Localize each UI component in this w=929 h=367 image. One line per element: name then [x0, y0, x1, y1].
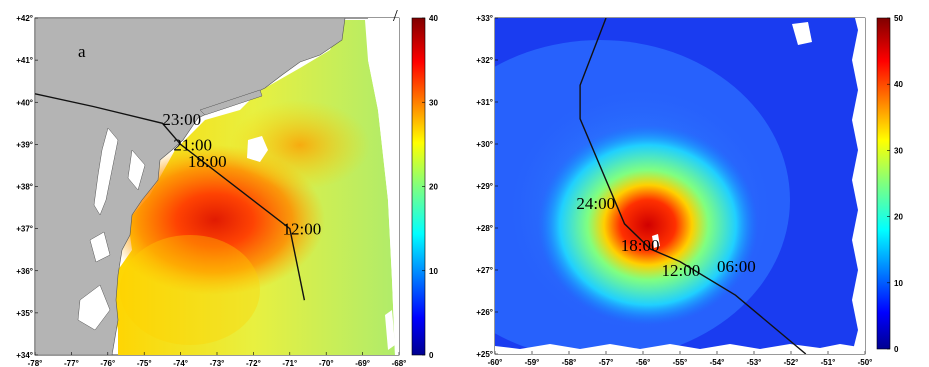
lat-tick-label: +40°	[16, 98, 33, 107]
lat-tick-label: +28°	[476, 224, 493, 233]
lon-tick-label: -71°	[282, 359, 297, 367]
colorbar-tick-label: 50	[894, 14, 903, 23]
lat-tick-label: +32°	[476, 56, 493, 65]
lon-tick-label: -74°	[173, 359, 188, 367]
lon-tick-label: -78°	[28, 359, 43, 367]
lat-tick-label: +36°	[16, 267, 33, 276]
colorbar-tick-label: 20	[894, 213, 903, 222]
panel-b-time-label: 18:00	[621, 236, 660, 255]
lon-tick-label: -68°	[392, 359, 407, 367]
lat-tick-label: +27°	[476, 266, 493, 275]
panel-b-time-label: 24:00	[576, 194, 615, 213]
panel-b-colorbar	[876, 17, 891, 350]
lat-tick-label: +35°	[16, 309, 33, 318]
lat-tick-label: +26°	[476, 308, 493, 317]
panel-a-storm-track	[35, 93, 306, 301]
lat-tick-label: +25°	[476, 350, 493, 359]
panel-b-eye	[652, 234, 660, 248]
lon-tick-label: -58°	[562, 358, 577, 367]
lat-tick-label: +41°	[16, 56, 33, 65]
lon-tick-label: -57°	[599, 358, 614, 367]
lon-tick-label: -70°	[319, 359, 334, 367]
panel-a-time-label: 18:00	[188, 152, 227, 171]
lon-tick-label: -75°	[137, 359, 152, 367]
panel-a-time-label: 23:00	[162, 110, 201, 129]
panel-a-bay	[93, 127, 119, 216]
colorbar-tick-label: 40	[429, 14, 438, 23]
lon-tick-label: -73°	[210, 359, 225, 367]
lat-tick-label: +42°	[16, 14, 33, 23]
lon-tick-label: -56°	[636, 358, 651, 367]
panel-a-time-label: 21:00	[173, 135, 212, 154]
lon-tick-label: -69°	[355, 359, 370, 367]
panel-b-data-gap	[792, 22, 812, 45]
colorbar-tick-label: 40	[894, 80, 903, 89]
colorbar-tick-label: 30	[429, 98, 438, 107]
lon-tick-label: -50°	[858, 358, 873, 367]
lon-tick-label: -51°	[821, 358, 836, 367]
panel-a-label: a	[78, 42, 86, 61]
lon-tick-label: -54°	[710, 358, 725, 367]
lat-tick-label: +33°	[476, 14, 493, 23]
lat-tick-label: +34°	[16, 351, 33, 360]
panel-b-storm-track	[579, 18, 807, 354]
lat-tick-label: +38°	[16, 183, 33, 192]
colorbar-tick-label: 0	[429, 351, 434, 360]
colorbar-tick-label: 10	[429, 267, 438, 276]
lat-tick-label: +30°	[476, 140, 493, 149]
colorbar-tick-label: 30	[894, 146, 903, 155]
colorbar-tick-label: 10	[894, 279, 903, 288]
lon-tick-label: -77°	[64, 359, 79, 367]
lon-tick-label: -52°	[784, 358, 799, 367]
lon-tick-label: -76°	[100, 359, 115, 367]
panel-a-time-label: 12:00	[283, 220, 322, 239]
lat-tick-label: +39°	[16, 140, 33, 149]
lat-tick-label: +29°	[476, 182, 493, 191]
colorbar-tick-label: 0	[894, 345, 899, 354]
panel-a-eye-patch	[247, 136, 268, 162]
panel-b-time-label: 12:00	[662, 261, 701, 280]
lon-tick-label: -60°	[488, 358, 503, 367]
panel-b-label: /	[393, 6, 398, 25]
lon-tick-label: -72°	[246, 359, 261, 367]
colorbar-tick-label: 20	[429, 183, 438, 192]
lon-tick-label: -53°	[747, 358, 762, 367]
panel-a-land	[35, 18, 346, 355]
lat-tick-label: +31°	[476, 98, 493, 107]
lat-tick-label: +37°	[16, 225, 33, 234]
lon-tick-label: -59°	[525, 358, 540, 367]
panel-b-time-label: 06:00	[717, 257, 756, 276]
lon-tick-label: -55°	[673, 358, 688, 367]
